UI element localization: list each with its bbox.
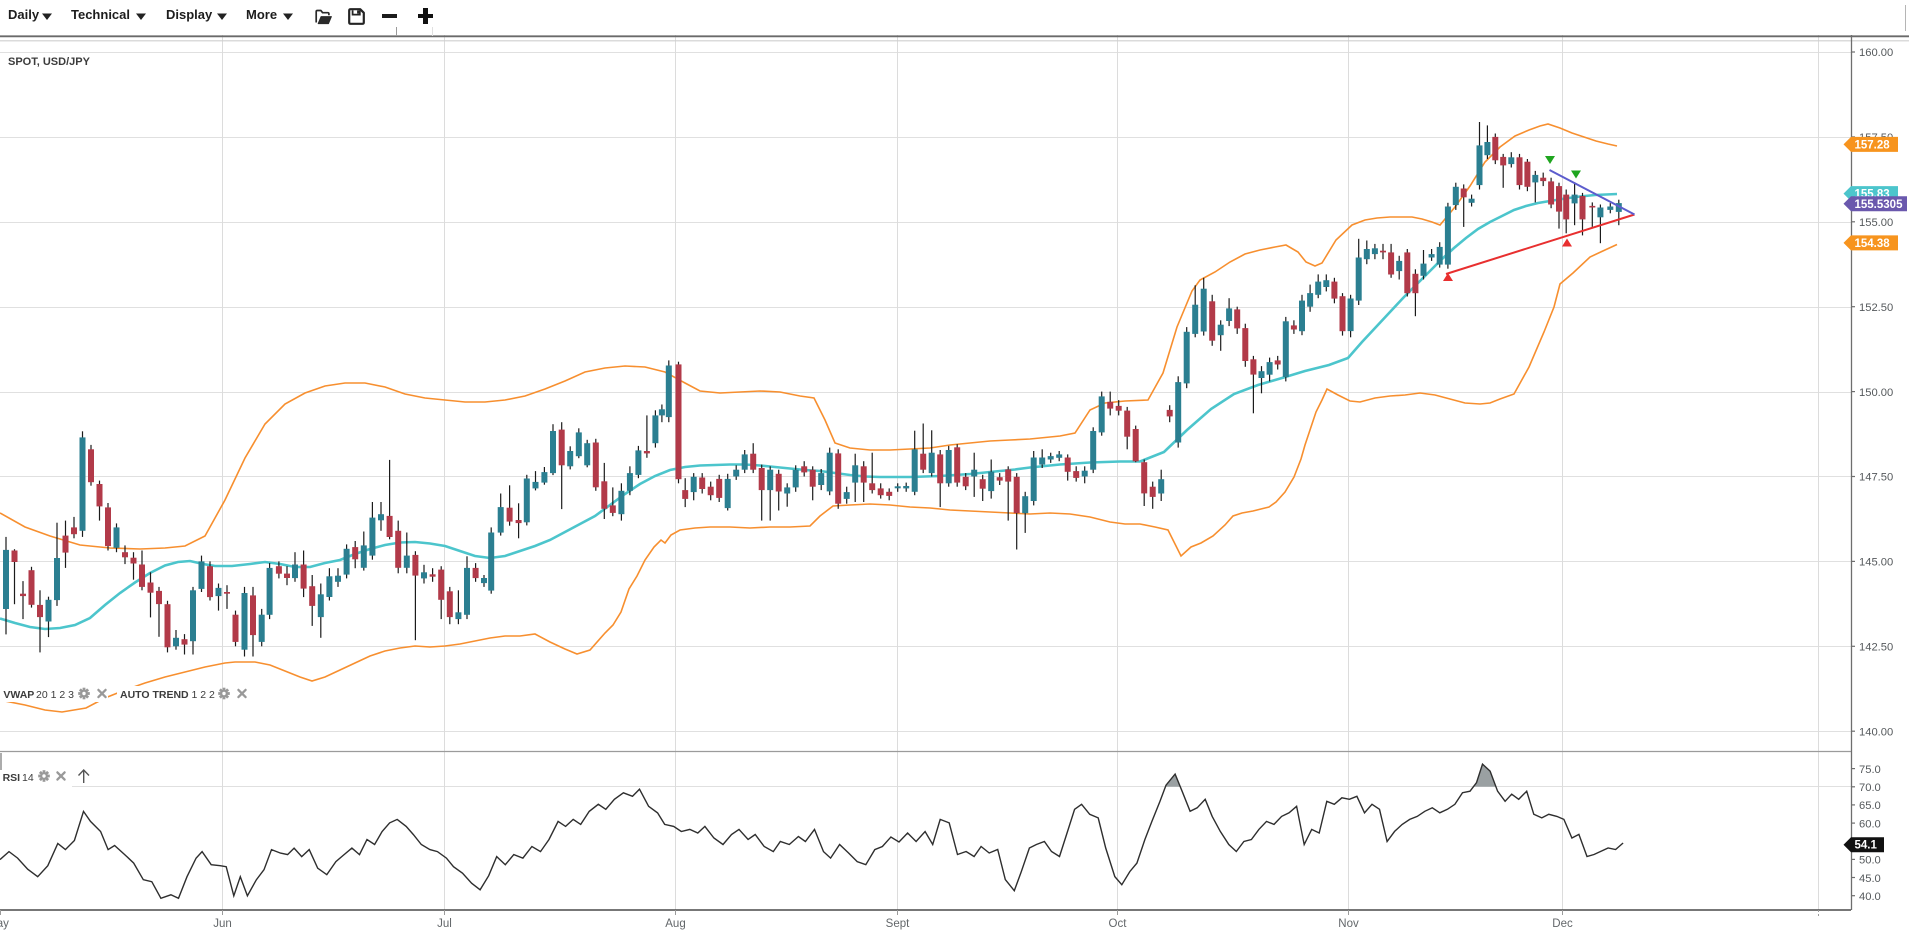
svg-text:SPOT, USD/JPY: SPOT, USD/JPY [8, 56, 91, 68]
svg-text:75.0: 75.0 [1859, 764, 1881, 776]
svg-text:60.0: 60.0 [1859, 818, 1881, 830]
svg-text:155.5305: 155.5305 [1855, 199, 1904, 211]
svg-text:45.0: 45.0 [1859, 873, 1881, 885]
svg-text:160.00: 160.00 [1859, 47, 1893, 59]
svg-text:14: 14 [22, 772, 34, 784]
svg-text:Sept: Sept [886, 918, 910, 930]
svg-text:142.50: 142.50 [1859, 642, 1893, 654]
svg-text:154.38: 154.38 [1855, 238, 1891, 250]
svg-text:Nov: Nov [1338, 918, 1359, 930]
svg-text:20 1 2 3: 20 1 2 3 [36, 689, 74, 701]
svg-text:152.50: 152.50 [1859, 302, 1893, 314]
svg-text:AUTO TREND: AUTO TREND [120, 689, 189, 701]
svg-text:50.0: 50.0 [1859, 855, 1881, 867]
svg-text:70.0: 70.0 [1859, 782, 1881, 794]
svg-text:65.0: 65.0 [1859, 800, 1881, 812]
svg-text:145.00: 145.00 [1859, 557, 1893, 569]
svg-text:1 2 2: 1 2 2 [192, 689, 216, 701]
svg-text:150.00: 150.00 [1859, 387, 1893, 399]
svg-text:VWAP: VWAP [3, 689, 34, 701]
svg-text:Oct: Oct [1109, 918, 1128, 930]
svg-text:157.28: 157.28 [1855, 139, 1891, 151]
svg-text:Jul: Jul [437, 918, 452, 930]
svg-text:147.50: 147.50 [1859, 472, 1893, 484]
svg-text:155.00: 155.00 [1859, 217, 1893, 229]
svg-text:Jun: Jun [213, 918, 232, 930]
svg-text:Aug: Aug [665, 918, 685, 930]
svg-text:Dec: Dec [1552, 918, 1573, 930]
svg-text:54.1: 54.1 [1855, 840, 1878, 852]
svg-text:140.00: 140.00 [1859, 726, 1893, 738]
svg-text:40.0: 40.0 [1859, 891, 1881, 903]
svg-text:May: May [0, 918, 9, 930]
svg-text:RSI: RSI [3, 772, 21, 784]
